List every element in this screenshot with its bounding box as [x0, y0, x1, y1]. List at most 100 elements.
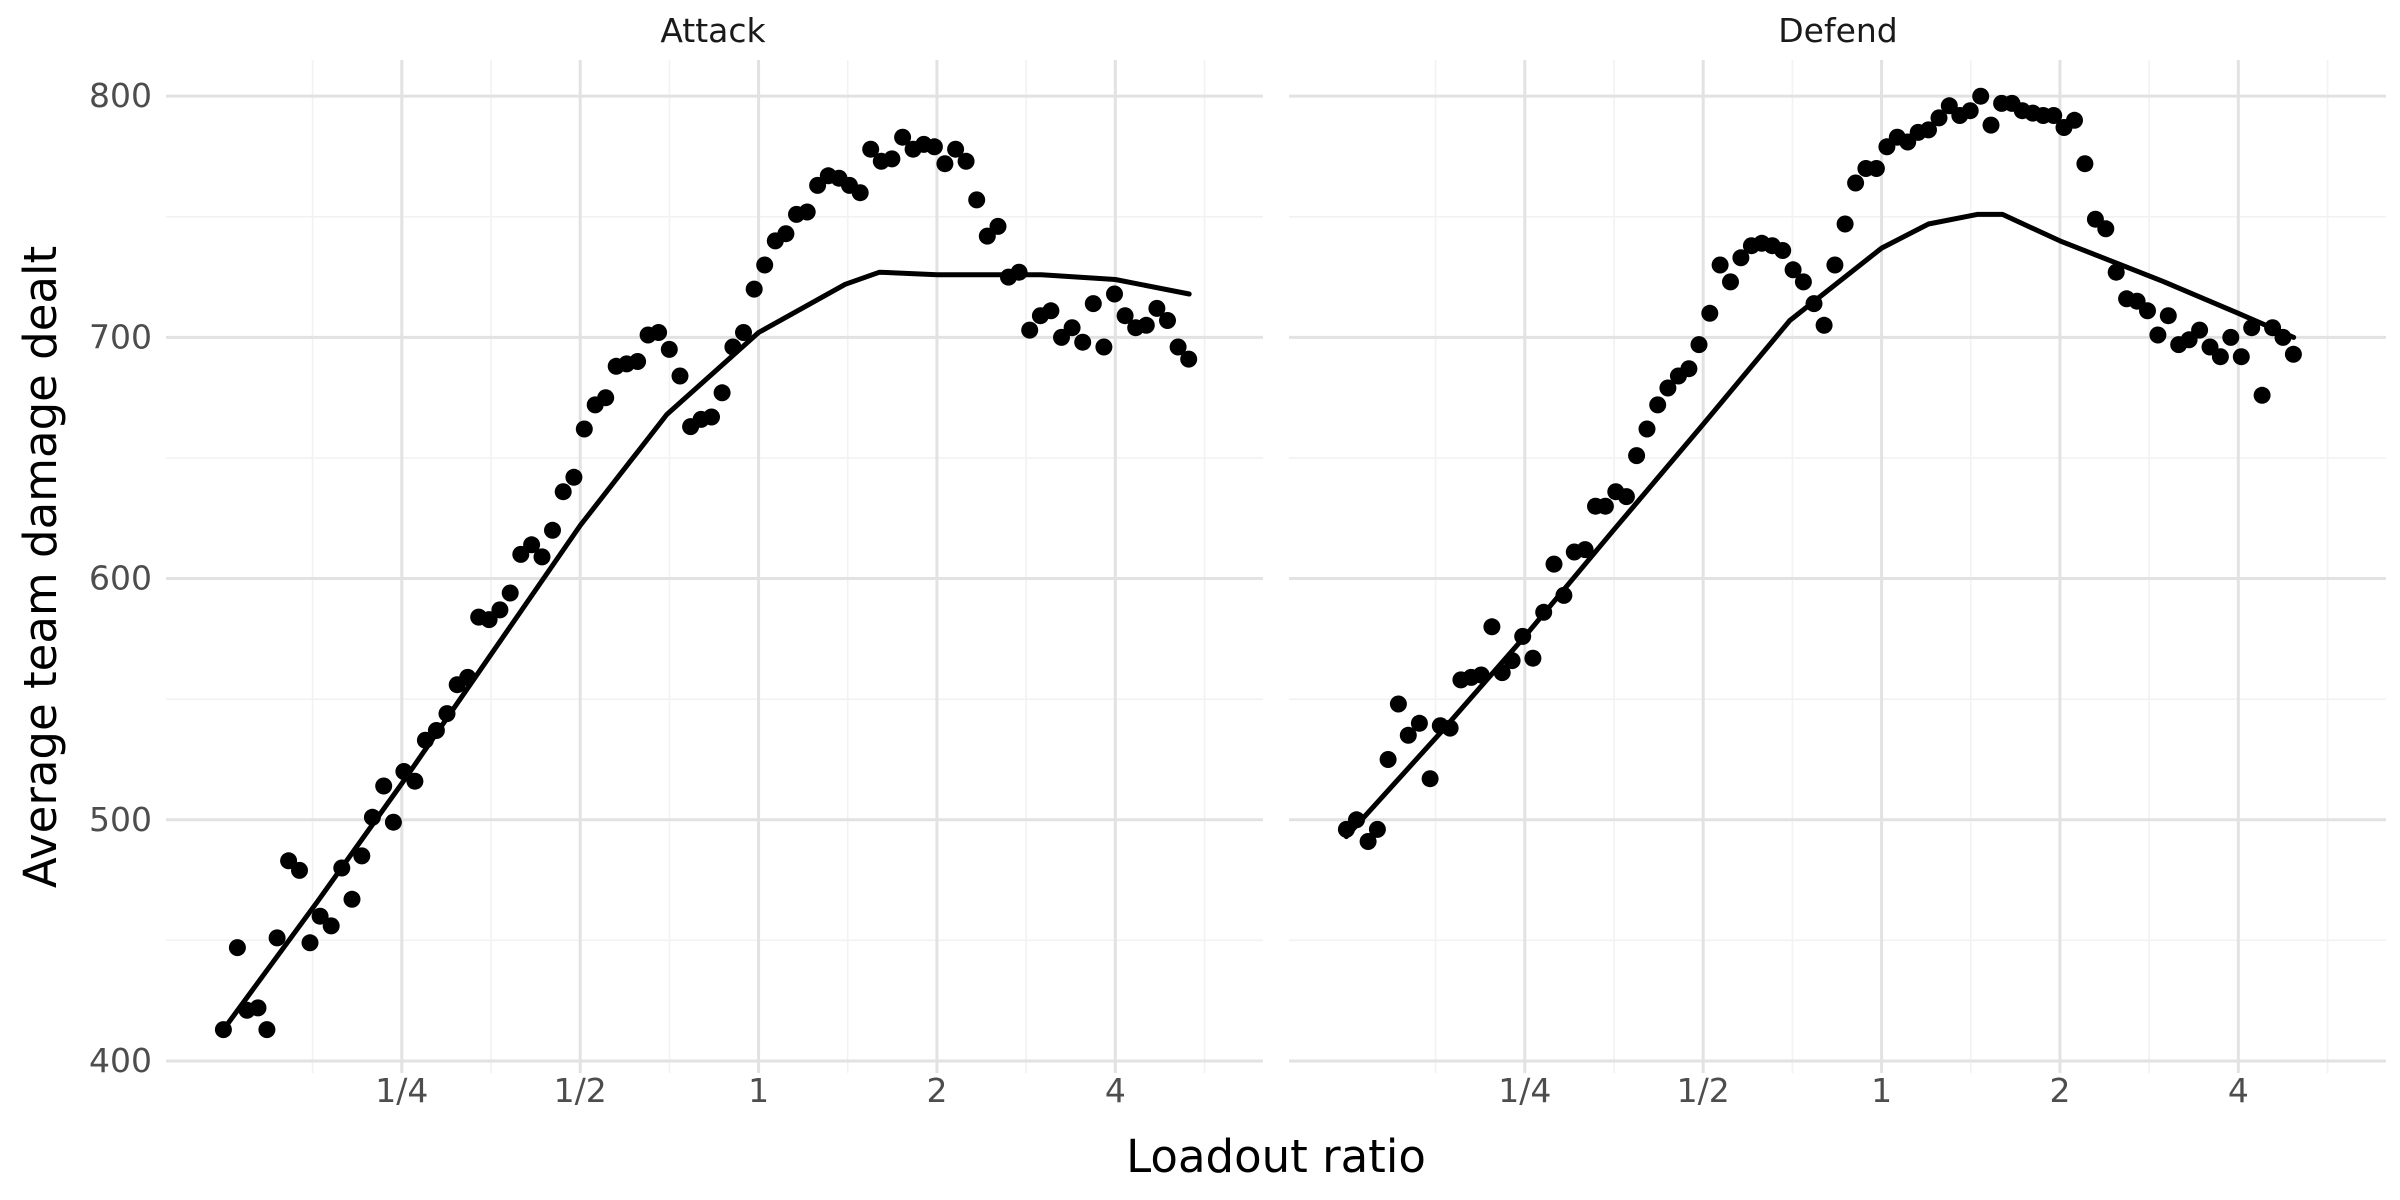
y-tick-label: 500 [89, 800, 152, 839]
data-point [2159, 307, 2177, 325]
data-point [597, 389, 615, 407]
x-tick-labels: 1/4 1/2 1 2 4 [375, 1071, 1126, 1110]
data-point [523, 536, 541, 554]
data-point [565, 468, 583, 486]
data-point [459, 668, 477, 686]
data-point [1805, 295, 1823, 313]
data-point [214, 1021, 232, 1039]
data-point [703, 408, 720, 426]
data-point [249, 999, 267, 1017]
data-point [1794, 273, 1812, 291]
x-tick-label: 1/2 [1677, 1071, 1730, 1110]
data-point [1722, 273, 1739, 291]
data-point [1836, 215, 1854, 233]
data-point [1399, 726, 1417, 744]
data-point [438, 705, 456, 723]
data-point [1042, 302, 1060, 320]
data-point [1148, 299, 1166, 317]
data-point [2222, 328, 2240, 346]
data-point [1961, 102, 1979, 120]
x-axis-title: Loadout ratio [1126, 1130, 1426, 1183]
data-point [1169, 338, 1187, 356]
data-point [1116, 307, 1134, 325]
minor-gridlines [166, 60, 1263, 1073]
data-point [2139, 302, 2156, 320]
data-point [1930, 109, 1948, 127]
data-point [1493, 664, 1511, 682]
data-point [2076, 155, 2094, 173]
data-point [2274, 328, 2292, 346]
data-point [1847, 174, 1865, 192]
data-point [1021, 321, 1039, 339]
data-point [491, 601, 509, 619]
data-point [1867, 160, 1885, 177]
data-point [1095, 338, 1113, 356]
data-point [291, 861, 308, 879]
data-point [1410, 714, 1428, 732]
x-tick-label: 1 [748, 1071, 769, 1110]
data-point [2253, 386, 2271, 404]
data-point [258, 1021, 276, 1039]
data-point [1576, 541, 1594, 559]
data-point [724, 338, 742, 356]
x-tick-label: 1 [1871, 1071, 1892, 1110]
data-point [1596, 497, 1614, 515]
data-point [1972, 87, 1990, 105]
data-point [1711, 256, 1729, 274]
data-point [671, 367, 689, 385]
data-point [925, 138, 943, 156]
x-tick-label: 2 [926, 1071, 947, 1110]
data-point [554, 483, 572, 501]
data-point [1617, 488, 1635, 506]
data-point [745, 280, 763, 298]
panel-defend: Defend 1/4 1/2 1 2 4 [1289, 11, 2386, 1110]
data-point [1503, 652, 1521, 670]
data-point [989, 217, 1007, 235]
data-point [268, 929, 286, 947]
data-point [1701, 304, 1719, 322]
data-point [2149, 326, 2167, 344]
y-tick-label: 600 [89, 559, 152, 598]
data-point [1732, 249, 1750, 267]
data-point [2097, 220, 2115, 238]
data-point [2211, 348, 2229, 366]
data-point [1628, 447, 1646, 465]
data-point [1774, 242, 1792, 259]
data-point [894, 128, 912, 146]
data-point [228, 939, 246, 957]
panel-attack: Attack 1/4 1/2 1 2 4 [166, 11, 1263, 1110]
data-point [2232, 348, 2250, 366]
data-point [1545, 555, 1563, 573]
data-point [1690, 336, 1708, 354]
data-point [660, 340, 678, 358]
data-point [1483, 618, 1501, 636]
data-point [629, 353, 647, 370]
data-point [1920, 121, 1937, 139]
data-point [416, 731, 434, 749]
data-point [1137, 316, 1155, 334]
panel-title: Defend [1778, 11, 1898, 50]
y-axis-title: Average team damage dealt [14, 246, 67, 888]
data-point [1638, 420, 1656, 438]
data-point [2191, 321, 2209, 339]
data-point [1180, 350, 1198, 368]
data-point [1659, 379, 1677, 397]
fit-line [220, 269, 1192, 1033]
data-point [1379, 751, 1397, 768]
data-point [968, 191, 986, 209]
data-point [1063, 319, 1081, 337]
data-point [280, 852, 298, 870]
data-point [883, 150, 901, 168]
data-point [1472, 666, 1490, 684]
data-point [363, 808, 381, 826]
data-point [1359, 833, 1377, 850]
x-tick-label: 2 [2049, 1071, 2070, 1110]
data-point [936, 155, 954, 173]
data-point [1389, 695, 1407, 713]
data-point [1159, 312, 1176, 329]
x-tick-label: 4 [1105, 1071, 1126, 1110]
data-point [353, 847, 371, 865]
data-point [406, 772, 424, 790]
y-tick-label: 800 [89, 76, 152, 115]
